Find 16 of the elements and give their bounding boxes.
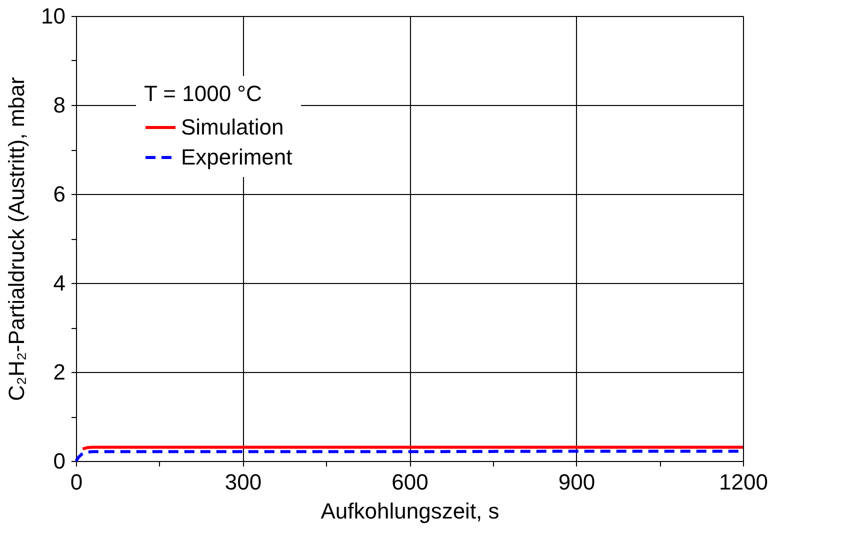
x-tick-label: 0 xyxy=(70,470,83,494)
y-tick-label: 0 xyxy=(53,448,66,474)
x-axis-title: Aufkohlungszeit, s xyxy=(320,498,500,524)
x-tick-label: 1200 xyxy=(719,470,768,494)
y-tick-label: 10 xyxy=(41,4,66,28)
legend-label: Simulation xyxy=(181,114,284,140)
legend-title: T = 1000 °C xyxy=(144,81,262,106)
legend-label: Experiment xyxy=(181,144,292,170)
y-tick-label: 6 xyxy=(53,182,66,206)
y-tick-label: 8 xyxy=(53,92,66,118)
y-axis-title: C₂H₂-Partialdruck (Austritt), mbar xyxy=(4,77,30,401)
x-tick-label: 300 xyxy=(224,470,262,494)
x-tick-label: 600 xyxy=(392,470,428,494)
y-tick-label: 4 xyxy=(53,270,66,296)
x-tick-label: 900 xyxy=(558,470,596,494)
y-tick-label: 2 xyxy=(53,360,66,384)
